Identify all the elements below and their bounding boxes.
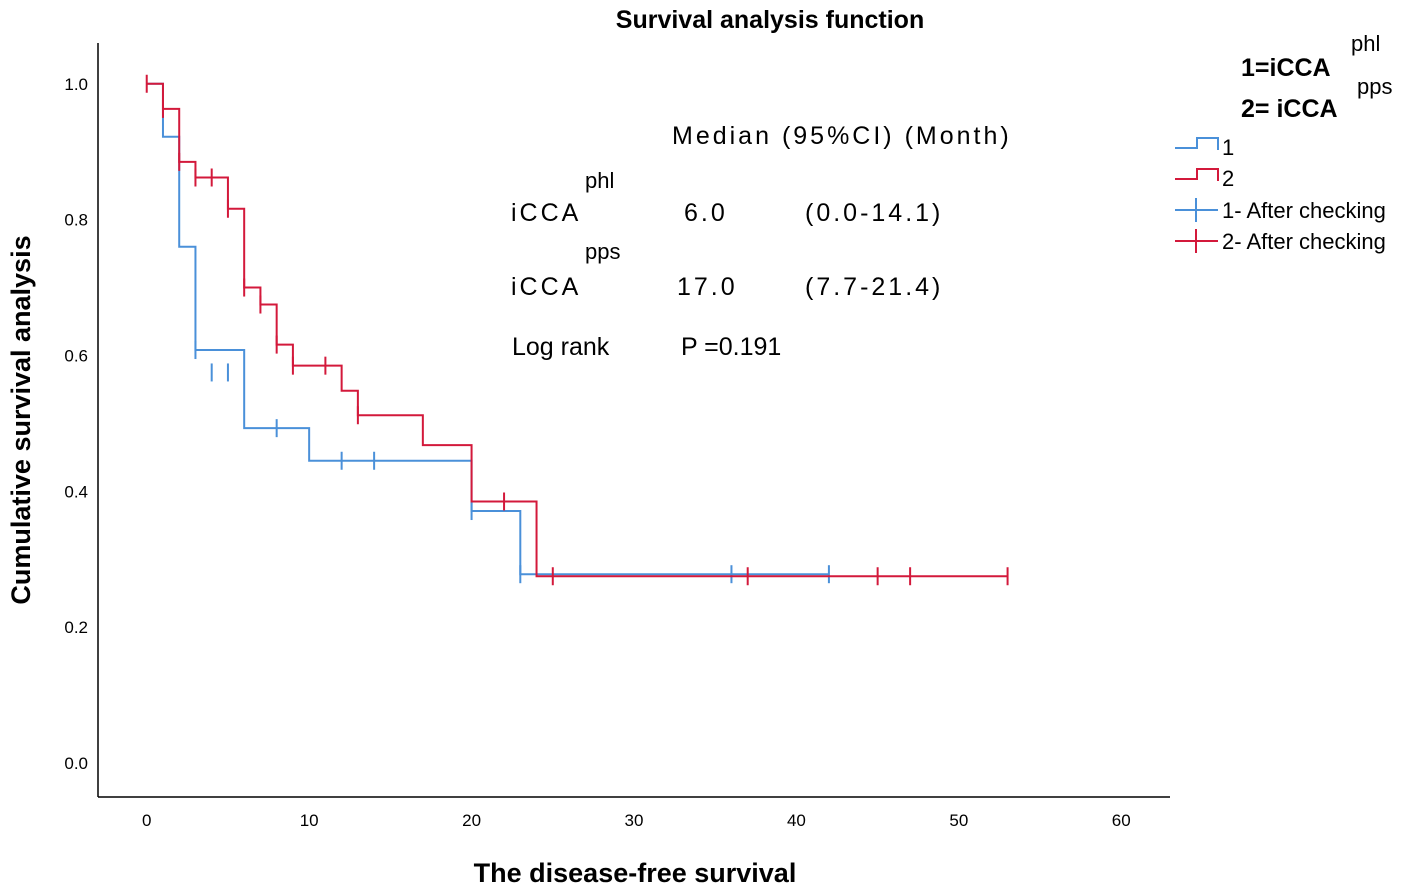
x-tick-labels: 0 10 20 30 40 50 60	[142, 811, 1131, 830]
y-tick-label: 0.2	[64, 618, 88, 637]
legend-header-line1-sup: phl	[1351, 31, 1380, 56]
row1-median: 6.0	[684, 199, 728, 227]
x-tick-label: 10	[300, 811, 319, 830]
row2-median: 17.0	[677, 273, 738, 301]
row2-ci: (7.7-21.4)	[805, 273, 943, 301]
y-tick-labels: 0.0 0.2 0.4 0.6 0.8 1.0	[64, 75, 88, 773]
legend-label-2: 2	[1222, 166, 1234, 191]
logrank-label: Log rank	[512, 333, 610, 361]
row1-superscript: phl	[585, 168, 614, 193]
x-tick-label: 40	[787, 811, 806, 830]
row2-superscript: pps	[585, 239, 620, 264]
legend-step-swatch-2	[1175, 168, 1219, 181]
x-tick-label: 20	[462, 811, 481, 830]
x-tick-label: 0	[142, 811, 151, 830]
row1-label: iCCA	[511, 199, 581, 227]
y-tick-label: 0.6	[64, 346, 88, 365]
y-tick-label: 0.8	[64, 211, 88, 230]
y-tick-label: 0.4	[64, 482, 88, 501]
median-annotation: Median (95%CI) (Month) phl iCCA 6.0 (0.0…	[511, 122, 1012, 361]
legend-label-censor-2: 2- After checking	[1222, 229, 1386, 254]
survival-curve-2	[146, 82, 1008, 578]
legend-label-censor-1: 1- After checking	[1222, 198, 1386, 223]
y-tick-label: 1.0	[64, 75, 88, 94]
x-tick-label: 30	[625, 811, 644, 830]
legend-censor-swatch-2	[1175, 229, 1218, 253]
y-tick-label: 0.0	[64, 754, 88, 773]
x-axis-title: The disease-free survival	[474, 858, 797, 888]
legend-header-line1: 1=iCCA	[1241, 54, 1331, 82]
x-tick-label: 60	[1112, 811, 1131, 830]
survival-curves	[145, 74, 1009, 586]
chart-title: Survival analysis function	[616, 6, 924, 34]
y-axis-title: Cumulative survival analysis	[6, 235, 36, 604]
x-tick-label: 50	[949, 811, 968, 830]
annotation-header: Median (95%CI) (Month)	[672, 122, 1012, 150]
row2-label: iCCA	[511, 273, 581, 301]
legend-step-swatch-1	[1175, 137, 1219, 150]
legend-header-line2: 2= iCCA	[1241, 95, 1338, 123]
row1-ci: (0.0-14.1)	[805, 199, 943, 227]
legend: 1=iCCA phl 2= iCCA pps 1 2 1- After chec…	[1175, 31, 1392, 254]
legend-label-1: 1	[1222, 135, 1234, 160]
legend-censor-swatch-1	[1175, 198, 1218, 222]
survival-curve-1	[146, 82, 829, 576]
logrank-value: P =0.191	[681, 333, 781, 361]
legend-header-line2-sup: pps	[1357, 74, 1392, 99]
